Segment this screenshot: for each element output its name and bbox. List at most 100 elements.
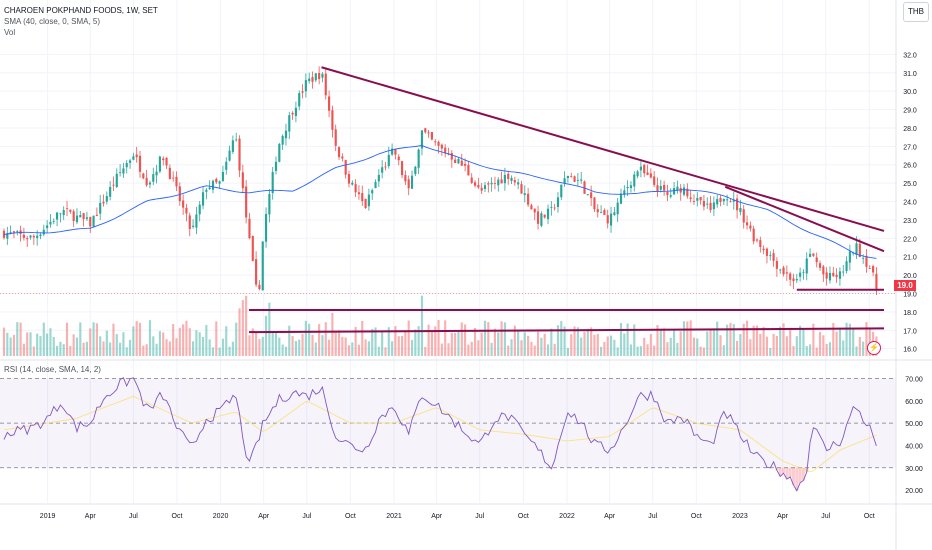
volume-bar <box>789 330 792 356</box>
volume-bar <box>553 343 556 356</box>
volume-bar <box>168 341 171 356</box>
rsi-tick-label: 40.00 <box>905 443 923 450</box>
price-tick-label: 25.0 <box>903 181 917 188</box>
candle-body <box>324 73 327 96</box>
volume-bar <box>464 324 467 356</box>
volume-bar <box>460 322 463 356</box>
volume-bar <box>85 341 89 356</box>
candle-body <box>682 187 686 195</box>
candle-body <box>258 284 261 290</box>
candle-body <box>391 148 394 155</box>
candle-body <box>109 187 112 197</box>
volume-bar <box>633 324 636 356</box>
volume-bar <box>314 342 317 356</box>
volume-bar <box>646 344 649 356</box>
volume-bar <box>729 322 732 356</box>
volume-bar <box>430 330 433 356</box>
candle-body <box>42 229 45 235</box>
volume-bar <box>808 344 812 356</box>
candle-body <box>460 160 463 166</box>
price-tick-label: 18.0 <box>903 310 917 317</box>
candle-body <box>653 176 656 185</box>
candle-body <box>835 274 838 278</box>
volume-bar <box>208 339 211 356</box>
volume-bar <box>493 328 497 356</box>
candle-body <box>493 183 497 184</box>
volume-bar <box>649 333 652 356</box>
trendlines <box>0 66 896 334</box>
candle-body <box>752 228 755 242</box>
volume-bar <box>248 335 251 356</box>
candle-body <box>563 178 566 184</box>
volume-bar <box>530 341 533 356</box>
volume-bar <box>215 321 218 356</box>
vol-legend[interactable]: Vol <box>4 28 16 37</box>
volume-bar <box>659 328 662 356</box>
volume-bar <box>643 337 646 356</box>
volume-bar <box>447 343 450 356</box>
candle-body <box>437 141 440 146</box>
candle-body <box>89 217 92 227</box>
candle-body <box>235 139 238 141</box>
volume-bar <box>344 337 347 356</box>
candle-body <box>702 200 706 207</box>
candle-body <box>145 177 148 186</box>
candle-body <box>128 160 132 163</box>
candle-body <box>261 241 264 291</box>
volume-bar <box>596 333 599 356</box>
candle-body <box>553 207 556 209</box>
volume-bar <box>722 345 725 356</box>
volume-bar <box>122 332 125 356</box>
candle-body <box>868 268 871 270</box>
candle-body <box>29 235 32 238</box>
candle-body <box>311 76 314 82</box>
candle-body <box>228 150 231 161</box>
candle-body <box>281 135 284 145</box>
candle-body <box>500 179 503 184</box>
time-tick-label: Oct <box>691 513 702 520</box>
volume-bar <box>556 325 560 356</box>
bolt-icon[interactable]: ⚡ <box>867 341 881 355</box>
candle-body <box>775 260 778 269</box>
volume-bar <box>573 326 576 356</box>
volume-bar <box>347 345 351 356</box>
sma-legend[interactable]: SMA (40, close, 0, SMA, 5) <box>4 17 101 26</box>
candle-body <box>337 147 341 158</box>
candle-body <box>138 155 142 172</box>
candle-body <box>304 80 307 92</box>
volume-bar <box>162 332 165 356</box>
volume-bar <box>639 346 642 356</box>
volume-bar <box>231 341 234 356</box>
candle-body <box>583 181 586 194</box>
chart-title[interactable]: CHAROEN POKPHAND FOODS, 1W, SET <box>4 6 158 15</box>
volume-bar <box>424 346 427 356</box>
volume-bar <box>49 328 52 356</box>
volume-bar <box>656 325 659 356</box>
volume-bar <box>381 332 384 356</box>
volume-bar <box>221 338 225 356</box>
currency-button[interactable]: THB <box>903 2 929 22</box>
volume-bar <box>749 339 752 356</box>
volume-bar <box>155 343 158 356</box>
candle-body <box>218 181 221 184</box>
volume-bar <box>331 312 334 356</box>
time-tick-label: Apr <box>777 513 789 520</box>
volume-bar <box>12 334 16 356</box>
volume-bar <box>26 332 29 356</box>
candle-body <box>215 178 218 183</box>
candle-body <box>507 173 510 180</box>
volume-bar <box>536 331 540 356</box>
volume-bar <box>241 300 244 356</box>
rsi-tick-label: 50.00 <box>905 421 923 428</box>
volume-bar <box>52 337 55 356</box>
volume-bar <box>527 335 530 356</box>
candle-body <box>576 180 579 181</box>
candle-body <box>192 225 195 227</box>
volume-bar <box>142 345 145 356</box>
candle-body <box>676 186 679 191</box>
volume-bar <box>759 333 762 356</box>
rsi-legend[interactable]: RSI (14, close, SMA, 14, 2) <box>4 365 101 374</box>
candle-body <box>367 194 370 207</box>
candle-body <box>351 182 354 185</box>
